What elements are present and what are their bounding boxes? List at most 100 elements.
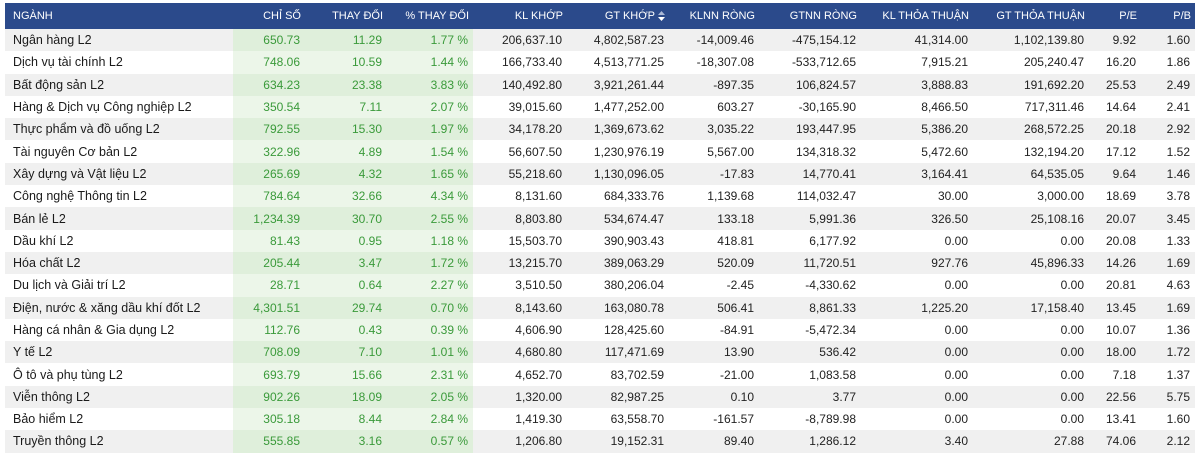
table-row[interactable]: Bất động sản L2 634.23 23.38 3.83 % 140,492.… [5, 73, 1195, 96]
value-cell: 25,108.16 [973, 207, 1089, 230]
value-cell: 1.46 [1141, 162, 1195, 186]
value-cell: 163,080.78 [567, 296, 669, 319]
value-cell: 132,194.20 [973, 140, 1089, 163]
value-cell: 380,206.04 [567, 274, 669, 297]
industry-name-cell[interactable]: Du lịch và Giải trí L2 [5, 274, 233, 297]
industry-name-cell[interactable]: Hàng & Dịch vụ Công nghiệp L2 [5, 95, 233, 119]
change-cell: 0.43 [305, 318, 387, 342]
change-cell: 555.85 [233, 430, 305, 453]
table-row[interactable]: Tài nguyên Cơ bản L2 322.96 4.89 1.54 % 56,6… [5, 140, 1195, 163]
value-cell: 2.41 [1141, 95, 1195, 119]
value-cell: 193,447.95 [759, 118, 861, 141]
table-row[interactable]: Ô tô và phụ tùng L2 693.79 15.66 2.31 % 4,65… [5, 363, 1195, 386]
industry-name-cell[interactable]: Hóa chất L2 [5, 251, 233, 275]
table-row[interactable]: Hàng cá nhân & Gia dụng L2 112.76 0.43 0.39… [5, 318, 1195, 342]
table-row[interactable]: Y tế L2 708.09 7.10 1.01 % 4,680.80 117,471.6… [5, 341, 1195, 364]
industry-name-cell[interactable]: Bảo hiểm L2 [5, 408, 233, 431]
change-cell: 784.64 [233, 185, 305, 208]
value-cell: 1,083.58 [759, 363, 861, 386]
value-cell: 166,733.40 [473, 51, 567, 74]
value-cell: 0.00 [973, 341, 1089, 364]
table-row[interactable]: Truyền thông L2 555.85 3.16 0.57 % 1,206.80 1… [5, 430, 1195, 453]
value-cell: 106,824.57 [759, 73, 861, 96]
value-cell: 20.18 [1089, 118, 1141, 141]
table-row[interactable]: Công nghệ Thông tin L2 784.64 32.66 4.34 % 8… [5, 185, 1195, 208]
column-header-label: KLNN RÒNG [689, 10, 755, 22]
value-cell: 603.27 [669, 95, 759, 119]
change-cell: 350.54 [233, 95, 305, 119]
table-row[interactable]: Ngân hàng L2 650.73 11.29 1.77 % 206,637.10 4… [5, 29, 1195, 52]
change-cell: 693.79 [233, 363, 305, 386]
table-row[interactable]: Điện, nước & xăng dầu khí đốt L2 4,301.51… [5, 296, 1195, 319]
column-header-8[interactable]: KL THỎA THUẬN [861, 3, 973, 29]
column-header-7[interactable]: GTNN RÒNG [759, 3, 861, 29]
industry-name-cell[interactable]: Xây dựng và Vật liệu L2 [5, 162, 233, 186]
table-row[interactable]: Bán lẻ L2 1,234.39 30.70 2.55 % 8,803.80 534,… [5, 207, 1195, 230]
table-row[interactable]: Thực phẩm và đồ uống L2 792.55 15.30 1.97 %… [5, 118, 1195, 141]
industry-name-cell[interactable]: Ô tô và phụ tùng L2 [5, 363, 233, 386]
value-cell: 5,991.36 [759, 207, 861, 230]
change-cell: 2.55 % [387, 207, 473, 230]
industry-name-cell[interactable]: Ngân hàng L2 [5, 29, 233, 52]
industry-name-cell[interactable]: Tài nguyên Cơ bản L2 [5, 140, 233, 163]
column-header-3[interactable]: % THAY ĐỔI [387, 3, 473, 29]
table-row[interactable]: Dầu khí L2 81.43 0.95 1.18 % 15,503.70 390,90… [5, 229, 1195, 252]
table-row[interactable]: Viễn thông L2 902.26 18.09 2.05 % 1,320.00 82… [5, 385, 1195, 409]
column-header-4[interactable]: KL KHỚP [473, 3, 567, 29]
industry-name-cell[interactable]: Dầu khí L2 [5, 229, 233, 252]
change-cell: 2.27 % [387, 274, 473, 297]
value-cell: 0.00 [861, 385, 973, 409]
value-cell: 8,131.60 [473, 185, 567, 208]
sort-desc-icon[interactable] [658, 11, 665, 22]
value-cell: 2.92 [1141, 118, 1195, 141]
column-header-6[interactable]: KLNN RÒNG [669, 3, 759, 29]
value-cell: -4,330.62 [759, 274, 861, 297]
table-row[interactable]: Hóa chất L2 205.44 3.47 1.72 % 13,215.70 389,… [5, 251, 1195, 275]
table-row[interactable]: Hàng & Dịch vụ Công nghiệp L2 350.54 7.11 2… [5, 95, 1195, 119]
change-cell: 3.83 % [387, 73, 473, 96]
change-cell: 10.59 [305, 51, 387, 74]
table-row[interactable]: Du lịch và Giải trí L2 28.71 0.64 2.27 % 3,5… [5, 274, 1195, 297]
value-cell: 7.18 [1089, 363, 1141, 386]
industry-name-cell[interactable]: Dịch vụ tài chính L2 [5, 51, 233, 74]
value-cell: 13.90 [669, 341, 759, 364]
industry-table-container: NGÀNH CHỈ SỐ THAY ĐỔI % THAY ĐỔI KL KHỚP GT K… [5, 3, 1195, 453]
value-cell: 74.06 [1089, 430, 1141, 453]
value-cell: 5,386.20 [861, 118, 973, 141]
value-cell: 41,314.00 [861, 29, 973, 52]
value-cell: 326.50 [861, 207, 973, 230]
industry-name-cell[interactable]: Hàng cá nhân & Gia dụng L2 [5, 318, 233, 342]
value-cell: 418.81 [669, 229, 759, 252]
value-cell: 3.78 [1141, 185, 1195, 208]
column-header-5[interactable]: GT KHỚP [567, 3, 669, 29]
industry-name-cell[interactable]: Bất động sản L2 [5, 73, 233, 96]
column-header-label: KL KHỚP [514, 10, 563, 22]
value-cell: 3,510.50 [473, 274, 567, 297]
change-cell: 0.57 % [387, 430, 473, 453]
table-row[interactable]: Bảo hiểm L2 305.18 8.44 2.84 % 1,419.30 63,55… [5, 408, 1195, 431]
table-row[interactable]: Dịch vụ tài chính L2 748.06 10.59 1.44 % 166… [5, 51, 1195, 74]
industry-name-cell[interactable]: Y tế L2 [5, 341, 233, 364]
value-cell: 1,102,139.80 [973, 29, 1089, 52]
industry-name-cell[interactable]: Truyền thông L2 [5, 430, 233, 453]
table-row[interactable]: Xây dựng và Vật liệu L2 265.69 4.32 1.65 % 5… [5, 162, 1195, 186]
change-cell: 32.66 [305, 185, 387, 208]
change-cell: 4.32 [305, 162, 387, 186]
change-cell: 1.01 % [387, 341, 473, 364]
column-header-9[interactable]: GT THỎA THUẬN [973, 3, 1089, 29]
column-header-1[interactable]: CHỈ SỐ [233, 3, 305, 29]
industry-name-cell[interactable]: Thực phẩm và đồ uống L2 [5, 118, 233, 141]
change-cell: 8.44 [305, 408, 387, 431]
column-header-10[interactable]: P/E [1089, 3, 1141, 29]
change-cell: 792.55 [233, 118, 305, 141]
industry-name-cell[interactable]: Công nghệ Thông tin L2 [5, 185, 233, 208]
industry-name-cell[interactable]: Điện, nước & xăng dầu khí đốt L2 [5, 296, 233, 319]
change-cell: 7.11 [305, 95, 387, 119]
value-cell: 506.41 [669, 296, 759, 319]
column-header-0[interactable]: NGÀNH [5, 3, 233, 29]
column-header-2[interactable]: THAY ĐỔI [305, 3, 387, 29]
value-cell: 927.76 [861, 251, 973, 275]
industry-name-cell[interactable]: Bán lẻ L2 [5, 207, 233, 230]
column-header-11[interactable]: P/B [1141, 3, 1195, 29]
industry-name-cell[interactable]: Viễn thông L2 [5, 385, 233, 409]
